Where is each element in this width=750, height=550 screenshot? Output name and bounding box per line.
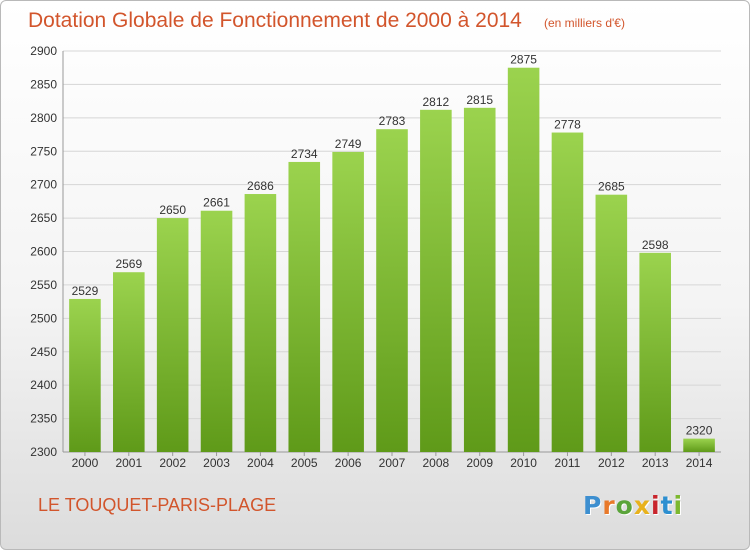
y-tick-label: 2800: [30, 111, 57, 125]
bar-value-label: 2749: [335, 137, 362, 151]
bar-value-label: 2529: [72, 284, 99, 298]
proxiti-logo[interactable]: Proxiti: [583, 491, 683, 520]
bar: [595, 194, 628, 453]
y-tick-label: 2850: [30, 77, 57, 91]
chart-subtitle: (en milliers d'€): [544, 16, 625, 30]
bars: [69, 67, 715, 453]
x-tick-label: 2005: [291, 456, 318, 470]
y-tick-label: 2300: [30, 445, 57, 459]
bar: [156, 218, 189, 452]
bar-value-label: 2812: [423, 95, 450, 109]
bar-value-label: 2815: [466, 93, 493, 107]
y-tick-label: 2450: [30, 345, 57, 359]
bar-value-label: 2650: [159, 203, 186, 217]
bar: [551, 132, 584, 452]
bar: [639, 252, 671, 452]
x-tick-label: 2014: [686, 456, 713, 470]
y-tick-label: 2400: [30, 378, 57, 392]
y-tick-label: 2650: [30, 211, 57, 225]
chart-title: Dotation Globale de Fonctionnement de 20…: [28, 9, 522, 32]
x-tick-labels: 2000 2001 2002 2003 2004 2005 2006 2007 2008 2009…: [72, 452, 713, 470]
logo-letter: i: [651, 491, 661, 520]
bar: [113, 272, 145, 452]
y-tick-label: 2550: [30, 278, 57, 292]
bar-value-label: 2778: [554, 118, 581, 132]
bar-value-label: 2598: [642, 238, 669, 252]
x-tick-label: 2008: [423, 456, 450, 470]
x-tick-label: 2004: [247, 456, 274, 470]
x-tick-label: 2013: [642, 456, 669, 470]
y-tick-label: 2500: [30, 311, 57, 325]
logo-letter: t: [660, 491, 674, 520]
logo-letter: r: [602, 491, 616, 520]
x-tick-label: 2011: [555, 456, 581, 470]
x-tick-label: 2009: [466, 456, 493, 470]
y-tick-label: 2900: [30, 44, 57, 58]
x-tick-label: 2006: [335, 456, 362, 470]
bar: [200, 210, 233, 452]
y-tick-label: 2750: [30, 144, 57, 158]
bar-value-label: 2686: [247, 179, 274, 193]
logo-letter: P: [583, 491, 603, 520]
bar: [420, 109, 452, 453]
bar: [69, 298, 101, 452]
bar: [463, 107, 496, 452]
bar-value-label: 2320: [686, 424, 713, 438]
x-tick-label: 2012: [598, 456, 625, 470]
bar: [332, 151, 364, 452]
x-tick-label: 2002: [159, 456, 186, 470]
y-tick-label: 2350: [30, 412, 57, 426]
bar: [288, 161, 321, 452]
bar-value-label: 2734: [291, 147, 318, 161]
value-labels: 2529 2569 2650 2661 2686 2734 2749 2783 2812 2815…: [72, 53, 713, 438]
y-tick-label: 2600: [30, 245, 57, 259]
bar: [683, 438, 715, 452]
bar-value-label: 2569: [115, 257, 142, 271]
x-tick-label: 2001: [115, 456, 142, 470]
bar: [507, 67, 540, 452]
y-tick-label: 2700: [30, 178, 57, 192]
bar: [376, 129, 408, 452]
bar-value-label: 2783: [379, 114, 406, 128]
bar-value-label: 2661: [203, 196, 230, 210]
logo-letter: x: [633, 491, 651, 520]
bar-value-label: 2685: [598, 180, 625, 194]
commune-name: LE TOUQUET-PARIS-PLAGE: [38, 495, 277, 515]
x-tick-label: 2000: [72, 456, 99, 470]
x-tick-label: 2010: [510, 456, 537, 470]
x-tick-label: 2003: [203, 456, 230, 470]
logo-letter: o: [615, 491, 634, 520]
logo-letter: i: [673, 491, 684, 520]
x-tick-label: 2007: [379, 456, 406, 470]
bar-value-label: 2875: [510, 53, 537, 67]
bar: [244, 194, 277, 453]
y-tick-labels: 2300 2350 2400 2450 2500 2550 2600 2650 2700 2750…: [30, 44, 57, 459]
